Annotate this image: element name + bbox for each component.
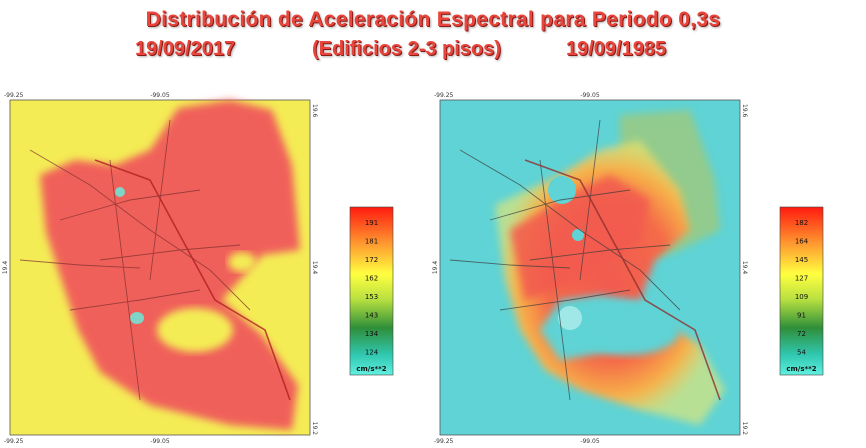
coord-label: -99.25 <box>4 438 24 445</box>
coord-label: 19.6 <box>311 104 318 118</box>
coord-label: -99.25 <box>434 438 454 445</box>
colorbar-label: 72 <box>797 330 806 338</box>
colorbar-label: 127 <box>795 275 808 283</box>
coord-label: 19.4 <box>311 261 318 275</box>
left-map <box>9 99 311 436</box>
coord-label: 19.4 <box>2 261 9 275</box>
right-map <box>439 99 741 436</box>
colorbar-label: 172 <box>365 256 378 264</box>
left-colorbar <box>349 206 394 376</box>
building-type: (Edificios 2-3 pisos) <box>312 38 501 60</box>
coord-label: 19.2 <box>741 422 748 436</box>
colorbar-label: 91 <box>797 312 806 320</box>
coord-label: 19.2 <box>311 422 318 436</box>
colorbar-label: 109 <box>795 293 808 301</box>
colorbar-unit: cm/s**2 <box>356 365 386 373</box>
colorbar-label: 54 <box>797 349 806 357</box>
colorbar-label: 153 <box>365 293 378 301</box>
colorbar-label: 124 <box>365 349 379 357</box>
coord-label: -99.25 <box>434 92 454 99</box>
colorbar-label: 164 <box>795 238 809 246</box>
coord-label: -99.05 <box>580 438 600 445</box>
coord-label: -99.05 <box>150 92 170 99</box>
colorbar-label: 134 <box>365 330 379 338</box>
colorbar-label: 143 <box>365 312 378 320</box>
right-colorbar <box>779 206 824 376</box>
colorbar-unit: cm/s**2 <box>786 365 816 373</box>
coord-label: -99.05 <box>580 92 600 99</box>
colorbar-label: 162 <box>365 275 378 283</box>
coord-label: -99.05 <box>150 438 170 445</box>
colorbar-label: 182 <box>795 219 808 227</box>
coord-label: 19.6 <box>741 104 748 118</box>
coord-label: -99.25 <box>4 92 24 99</box>
colorbar-label: 191 <box>365 219 378 227</box>
colorbar-label: 181 <box>365 238 378 246</box>
coord-label: 19.4 <box>432 261 439 275</box>
title: Distribución de Aceleración Espectral pa… <box>145 8 721 31</box>
right-date: 19/09/1985 <box>566 38 667 60</box>
coord-label: 19.4 <box>741 261 748 275</box>
left-date: 19/09/2017 <box>135 38 236 60</box>
colorbar-label: 145 <box>795 256 808 264</box>
